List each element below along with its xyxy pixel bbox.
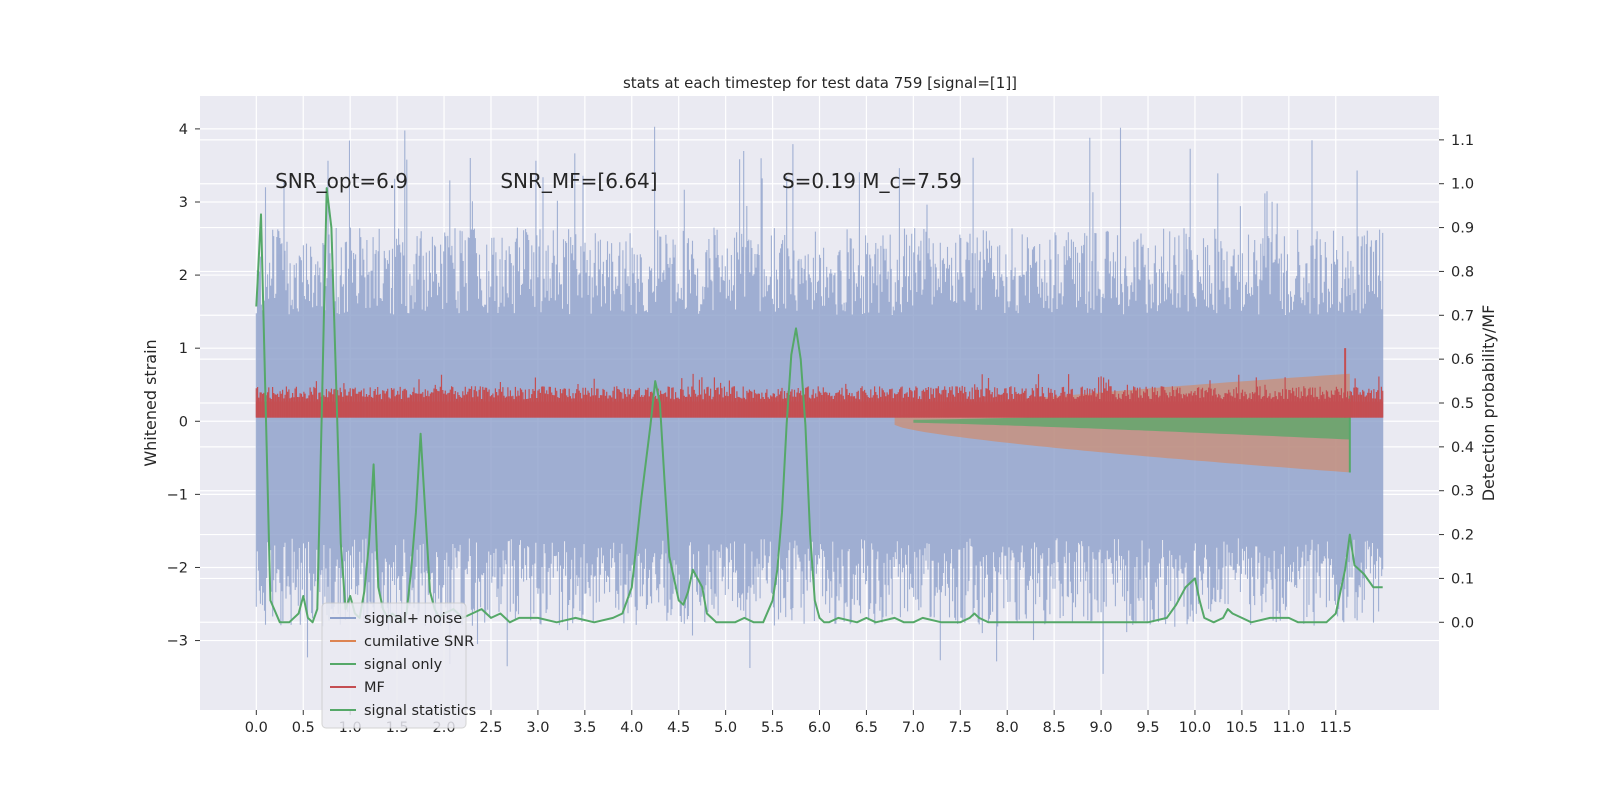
y-axis-ticks: 4 3 2 1 0 −1 −2 −3 [167,122,200,650]
y2-tick-label: 1.1 [1451,133,1474,149]
y-tick-label: 2 [179,268,188,284]
annotations: SNR_opt=6.9 SNR_MF=[6.64] S=0.19 M_c=7.59 [275,169,962,193]
y-tick-label: −3 [167,634,188,650]
y-tick-label: −1 [167,487,188,503]
mf-line [255,373,1384,418]
x-tick-label: 6.0 [808,720,831,736]
x-tick-label: 5.5 [761,720,784,736]
x-tick-label: 10.0 [1179,720,1211,736]
y2-tick-label: 0.5 [1451,396,1474,412]
y2-axis-ticks: 1.1 1.0 0.9 0.8 0.7 0.6 0.5 0.4 0.3 0.2 0.1 0.0 [1439,133,1474,631]
legend-label: signal only [364,657,443,673]
y2-axis-label: Detection probability/MF [1479,305,1498,502]
x-tick-label: 0.0 [245,720,268,736]
y2-tick-label: 0.2 [1451,528,1474,544]
annotation: SNR_MF=[6.64] [500,169,657,193]
legend: signal+ noise cumilative SNR signal only MF… [321,602,476,729]
x-tick-label: 3.0 [526,720,549,736]
x-tick-label: 8.5 [1043,720,1066,736]
y2-tick-label: 0.9 [1451,221,1474,237]
y-tick-label: 3 [179,195,188,211]
legend-box [321,602,467,729]
series-mf [255,348,1384,418]
y2-tick-label: 1.0 [1451,177,1474,193]
y2-tick-label: 0.6 [1451,352,1474,368]
right-axis-series [255,187,1383,624]
y2-tick-label: 0.8 [1451,264,1474,280]
x-tick-label: 9.0 [1090,720,1113,736]
legend-label: MF [364,680,385,696]
x-tick-label: 11.0 [1273,720,1305,736]
legend-label: signal+ noise [364,611,462,627]
y-axis-label: Whitened strain [141,339,160,466]
x-tick-label: 10.5 [1226,720,1258,736]
y2-tick-label: 0.3 [1451,484,1474,500]
x-tick-label: 0.5 [292,720,315,736]
y-tick-label: 0 [179,414,188,430]
x-tick-label: 4.0 [620,720,643,736]
y2-tick-label: 0.7 [1451,308,1474,324]
legend-label: cumilative SNR [364,634,474,650]
x-tick-label: 11.5 [1320,720,1352,736]
x-tick-label: 3.5 [573,720,596,736]
y-tick-label: 1 [179,341,188,357]
legend-label: signal statistics [364,703,476,719]
annotation: SNR_opt=6.9 [275,169,408,193]
chart-title: stats at each timestep for test data 759… [623,74,1017,92]
y2-tick-label: 0.0 [1451,615,1474,631]
y2-tick-label: 0.4 [1451,440,1474,456]
x-tick-label: 7.5 [949,720,972,736]
series-signal-statistics [255,187,1383,624]
x-tick-label: 8.0 [996,720,1019,736]
left-axis-series [255,126,1384,674]
y-tick-label: 4 [179,122,188,138]
y2-tick-label: 0.1 [1451,571,1474,587]
x-tick-label: 4.5 [667,720,690,736]
x-tick-label: 7.0 [902,720,925,736]
annotation: S=0.19 M_c=7.59 [782,169,962,193]
x-tick-label: 2.5 [479,720,502,736]
x-tick-label: 5.0 [714,720,737,736]
x-tick-label: 6.5 [855,720,878,736]
x-tick-label: 9.5 [1136,720,1159,736]
y-tick-label: −2 [167,560,188,576]
